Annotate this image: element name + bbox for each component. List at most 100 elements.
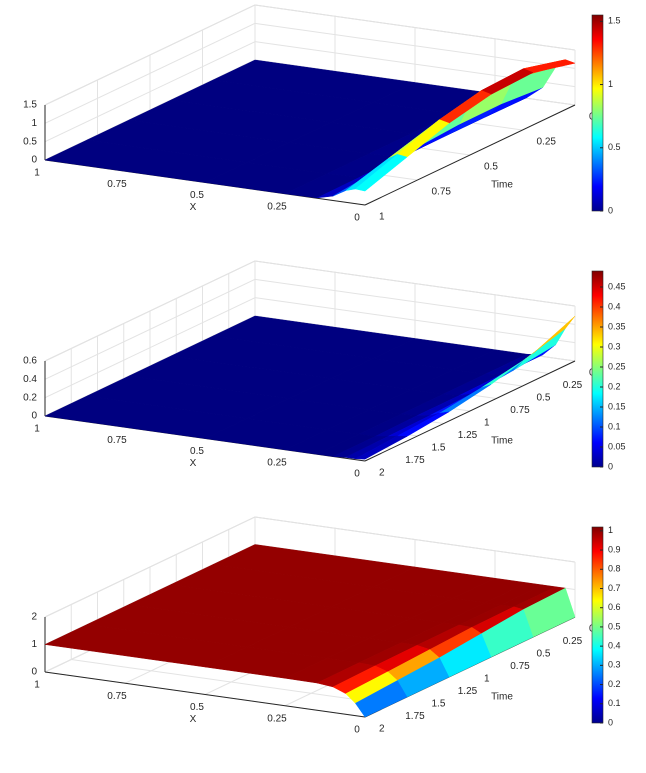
z-tick-label: 0 — [31, 155, 37, 166]
colorbar-tick-label: 0.25 — [608, 361, 626, 371]
z-tick-label: 0.5 — [23, 136, 37, 147]
time-tick-label: 1.25 — [458, 686, 478, 697]
colorbar-tick-label: 0.4 — [608, 641, 621, 651]
grid-line — [254, 516, 576, 563]
time-tick-label: 0.75 — [510, 405, 530, 416]
colorbar-tick-label: 0.2 — [608, 381, 621, 391]
x-tick-label: 0.5 — [190, 190, 204, 201]
time-tick-label: 2 — [379, 724, 385, 735]
axis-line — [44, 671, 366, 718]
grid-line — [254, 297, 576, 344]
x-tick-label: 1 — [34, 168, 40, 179]
x-tick-label: 1 — [34, 680, 40, 691]
grid-line — [71, 659, 392, 705]
x-tick-label: 0.75 — [107, 691, 127, 702]
x-axis-label: X — [190, 202, 197, 213]
colorbar-tick-label: 0.7 — [608, 583, 621, 593]
grid-line — [44, 297, 256, 399]
x-tick-label: 0 — [354, 213, 360, 224]
panel: 0 1 2 1 0.75 0.5 0.25 0 0 0.25 0.5 0.75 1 1.25 1.5 1.75… — [31, 516, 621, 736]
x-tick-label: 0.75 — [107, 179, 127, 190]
z-tick-label: 1 — [31, 118, 37, 129]
colorbar — [591, 270, 604, 468]
axis-line — [364, 104, 576, 206]
time-axis-label: Time — [491, 692, 513, 703]
time-tick-label: 0.25 — [537, 137, 557, 148]
colorbar-tick-label: 0.8 — [608, 564, 621, 574]
surface-patch — [523, 315, 576, 361]
time-tick-label: 1.25 — [458, 430, 478, 441]
z-tick-label: 0 — [31, 667, 37, 678]
colorbar-tick-label: 0.2 — [608, 679, 621, 689]
panel: 0 0.2 0.4 0.6 1 0.75 0.5 0.25 0 0 0.25 0.5 0.75 1 1.25… — [23, 260, 626, 480]
colorbar-tick-label: 0.45 — [608, 281, 626, 291]
colorbar-tick-label: 1 — [608, 525, 613, 535]
time-tick-label: 0.5 — [537, 393, 551, 404]
colorbar-tick-label: 0.6 — [608, 602, 621, 612]
time-tick-label: 1 — [484, 418, 490, 429]
grid-line — [254, 4, 576, 51]
x-axis-label: X — [190, 458, 197, 469]
colorbar-tick-label: 0.9 — [608, 544, 621, 554]
z-tick-label: 0 — [31, 411, 37, 422]
colorbar-tick-label: 0.3 — [608, 341, 621, 351]
colorbar-tick-label: 0.15 — [608, 401, 626, 411]
z-tick-label: 0.6 — [23, 356, 37, 367]
time-tick-label: 1.5 — [432, 699, 446, 710]
time-tick-label: 1 — [379, 212, 385, 223]
panel: 0 0.5 1 1.5 1 0.75 0.5 0.25 0 0 0.25 0.5 0.75 1 X Time 0… — [23, 4, 621, 224]
surface-patch — [354, 435, 408, 460]
surface-patch — [354, 154, 408, 192]
grid-line — [254, 260, 576, 307]
time-tick-label: 0.75 — [510, 661, 530, 672]
colorbar-tick-label: 0 — [608, 461, 613, 471]
x-axis-label: X — [190, 714, 197, 725]
colorbar-tick-label: 0.3 — [608, 660, 621, 670]
colorbar-tick-label: 0.1 — [608, 421, 621, 431]
x-tick-label: 0.25 — [267, 457, 287, 468]
grid-line — [254, 278, 576, 325]
time-tick-label: 1 — [484, 674, 490, 685]
time-tick-label: 2 — [379, 468, 385, 479]
x-tick-label: 0.75 — [107, 435, 127, 446]
colorbar-tick-label: 0.4 — [608, 301, 621, 311]
grid-line — [44, 22, 256, 124]
surface-patch — [355, 680, 408, 718]
time-tick-label: 0.25 — [563, 636, 583, 647]
grid-line — [44, 260, 256, 362]
grid-line — [254, 22, 576, 69]
x-tick-label: 0.25 — [267, 713, 287, 724]
time-axis-label: Time — [491, 180, 513, 191]
grid-line — [44, 278, 256, 380]
z-tick-label: 0.4 — [23, 374, 37, 385]
grid-line — [44, 4, 256, 106]
x-tick-label: 0.25 — [267, 201, 287, 212]
time-tick-label: 0.5 — [484, 162, 498, 173]
axis-line — [364, 360, 576, 462]
x-tick-label: 0 — [354, 725, 360, 736]
time-tick-label: 0.75 — [432, 187, 452, 198]
colorbar-tick-label: 0.35 — [608, 321, 626, 331]
colorbar-tick-label: 0 — [608, 717, 613, 727]
colorbar-tick-label: 0.5 — [608, 621, 621, 631]
colorbar-tick-label: 0.5 — [608, 142, 621, 152]
x-tick-label: 0.5 — [190, 702, 204, 713]
time-tick-label: 1.75 — [405, 455, 425, 466]
colorbar-tick-label: 0.1 — [608, 698, 621, 708]
time-tick-label: 0.5 — [537, 649, 551, 660]
z-tick-label: 2 — [31, 612, 37, 623]
time-tick-label: 1.5 — [432, 443, 446, 454]
colorbar-tick-label: 0 — [608, 205, 613, 215]
z-tick-label: 1.5 — [23, 100, 37, 111]
colorbar-tick-label: 1.5 — [608, 16, 621, 26]
x-tick-label: 0.5 — [190, 446, 204, 457]
time-tick-label: 0.25 — [563, 380, 583, 391]
colorbar — [591, 14, 604, 212]
colorbar-tick-label: 1 — [608, 79, 613, 89]
z-tick-label: 1 — [31, 639, 37, 650]
x-tick-label: 1 — [34, 424, 40, 435]
grid-line — [44, 41, 256, 143]
time-tick-label: 1.75 — [405, 711, 425, 722]
x-tick-label: 0 — [354, 469, 360, 480]
